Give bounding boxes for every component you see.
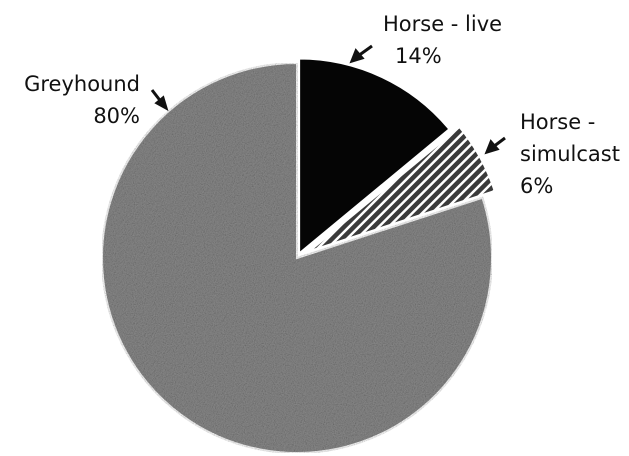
slice-label: Horse - live 14% — [383, 8, 543, 72]
pie-slice — [298, 57, 451, 256]
pie-slice — [308, 125, 496, 253]
category-label: Horse - live — [383, 12, 503, 36]
arrow-head — [349, 48, 365, 64]
category-label: Horse - simulcast — [520, 110, 620, 166]
slice-label: Greyhound 80% — [0, 68, 140, 132]
value-label: 80% — [93, 104, 140, 128]
arrow-head — [154, 95, 169, 112]
value-label: 6% — [520, 174, 554, 198]
value-label: 14% — [395, 44, 442, 68]
pie-slice — [101, 61, 493, 454]
category-label: Greyhound — [24, 72, 140, 96]
slice-label: Horse - simulcast 6% — [520, 106, 629, 202]
arrows — [150, 44, 506, 155]
pie — [101, 57, 496, 454]
arrow-head — [484, 139, 500, 155]
